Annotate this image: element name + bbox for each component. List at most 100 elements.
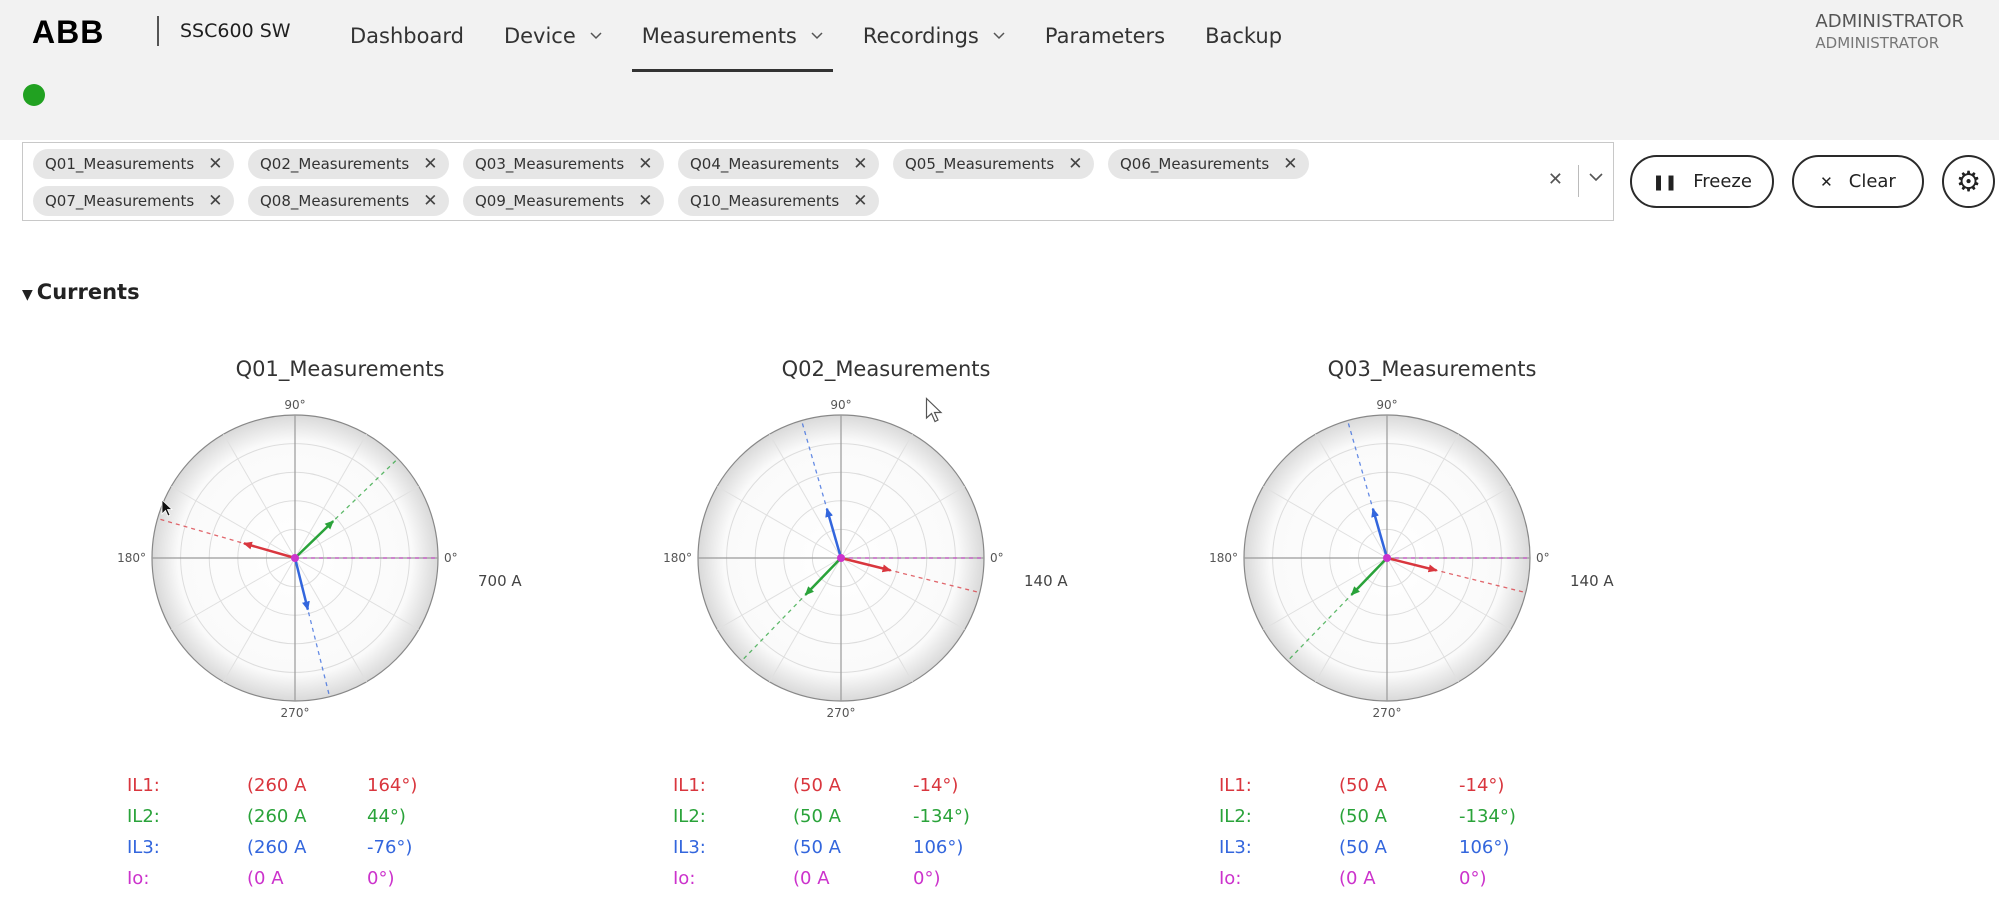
legend-magnitude: (260 A — [247, 837, 307, 858]
logo-divider — [157, 16, 159, 46]
chip-label: Q04_Measurements — [690, 155, 840, 173]
scale-label: 140 A — [1570, 572, 1614, 590]
phasor-diagram: 90° 0° 270° 180° 140 A — [1209, 398, 1614, 720]
legend-angle: -134°) — [1459, 806, 1516, 827]
polar-grid-spoke — [170, 557, 296, 630]
polar-grid-spoke — [294, 557, 420, 630]
legend-magnitude: (50 A — [1339, 775, 1387, 796]
selected-chip: Q06_Measurements ✕ — [1108, 149, 1310, 179]
remove-chip-icon[interactable]: ✕ — [1068, 154, 1083, 174]
clear-label: Clear — [1848, 171, 1896, 192]
chip-label: Q06_Measurements — [1120, 155, 1270, 173]
remove-chip-icon[interactable]: ✕ — [638, 191, 653, 211]
nav-item-device[interactable]: Device — [484, 0, 622, 72]
scale-label: 700 A — [478, 572, 522, 590]
phasor-vector-io — [291, 554, 299, 562]
phasor-vector-il1 — [1386, 556, 1438, 573]
selected-chip: Q04_Measurements ✕ — [678, 149, 880, 179]
scale-label: 140 A — [1024, 572, 1068, 590]
remove-chip-icon[interactable]: ✕ — [423, 154, 438, 174]
remove-chip-icon[interactable]: ✕ — [853, 154, 868, 174]
legend-angle: 106°) — [1459, 837, 1510, 858]
legend-magnitude: (260 A — [247, 775, 307, 796]
nav-item-measurements[interactable]: Measurements — [622, 0, 843, 72]
nav-item-parameters[interactable]: Parameters — [1025, 0, 1185, 72]
remove-chip-icon[interactable]: ✕ — [853, 191, 868, 211]
polar-grid-spoke — [1386, 557, 1512, 630]
nav-item-dashboard[interactable]: Dashboard — [330, 0, 484, 72]
angle-label: 270° — [1373, 706, 1402, 720]
phasor-vector-il3 — [293, 557, 310, 611]
polar-grid-spoke — [1315, 433, 1388, 559]
remove-chip-icon[interactable]: ✕ — [208, 154, 223, 174]
chip-label: Q09_Measurements — [475, 192, 625, 210]
clear-button[interactable]: ✕ Clear — [1792, 155, 1924, 208]
angle-label: 270° — [281, 706, 310, 720]
legend-angle: -76°) — [367, 837, 413, 858]
chip-label: Q02_Measurements — [260, 155, 410, 173]
polar-grid-spoke — [170, 486, 296, 559]
polar-grid-spoke — [1386, 557, 1459, 683]
legend-angle: 106°) — [913, 837, 964, 858]
nav-label: Measurements — [641, 24, 797, 48]
angle-label: 180° — [117, 551, 146, 565]
legend-angle: 164°) — [367, 775, 418, 796]
remove-chip-icon[interactable]: ✕ — [208, 191, 223, 211]
phasor-vector-io — [837, 554, 845, 562]
polar-grid-spoke — [716, 557, 842, 630]
currents-section-header[interactable]: ▼ Currents — [22, 280, 140, 304]
phasor-vector-il1 — [840, 556, 892, 573]
nav-item-recordings[interactable]: Recordings — [843, 0, 1025, 72]
angle-label: 180° — [663, 551, 692, 565]
remove-chip-icon[interactable]: ✕ — [638, 154, 653, 174]
freeze-button[interactable]: ❚❚ Freeze — [1630, 155, 1774, 208]
abb-logo[interactable]: ABB — [32, 14, 105, 50]
measurement-multiselect[interactable]: Q01_Measurements ✕ Q02_Measurements ✕ Q03_Me… — [22, 142, 1614, 221]
angle-label: 0° — [444, 551, 458, 565]
app-title: SSC600 SW — [180, 20, 291, 42]
polar-grid-spoke — [769, 433, 842, 559]
legend-magnitude: (260 A — [247, 806, 307, 827]
chevron-down-icon — [811, 29, 823, 44]
settings-button[interactable]: ⚙ — [1942, 155, 1995, 208]
panel-title: Q01_Measurements — [235, 357, 445, 381]
remove-chip-icon[interactable]: ✕ — [423, 191, 438, 211]
legend-magnitude: (50 A — [793, 775, 841, 796]
phasor-vector-il2 — [1350, 557, 1388, 596]
chip-label: Q07_Measurements — [45, 192, 195, 210]
nav-label: Device — [503, 24, 576, 48]
legend-angle: 0°) — [913, 868, 941, 889]
phasor-diagram: 90° 0° 270° 180° 140 A — [663, 398, 1068, 720]
legend-magnitude: (50 A — [1339, 837, 1387, 858]
phasor-vector-io — [1383, 554, 1391, 562]
chevron-down-icon[interactable] — [1589, 171, 1603, 186]
remove-chip-icon[interactable]: ✕ — [1283, 154, 1298, 174]
legend-name: IL3: — [127, 837, 160, 858]
nav-item-backup[interactable]: Backup — [1185, 0, 1302, 72]
legend-name: IL1: — [1219, 775, 1252, 796]
polar-grid-spoke — [840, 557, 966, 630]
user-role: ADMINISTRATOR — [1815, 34, 1940, 52]
legend-name: IL1: — [673, 775, 706, 796]
user-menu[interactable]: ADMINISTRATOR ADMINISTRATOR — [1815, 11, 1964, 52]
polar-grid-spoke — [294, 486, 420, 559]
chip-label: Q08_Measurements — [260, 192, 410, 210]
legend-name: IL1: — [127, 775, 160, 796]
legend-magnitude: (50 A — [1339, 806, 1387, 827]
polar-grid-spoke — [840, 557, 913, 683]
polar-grid-spoke — [840, 486, 966, 559]
phasor-vector-il3 — [1371, 507, 1389, 559]
connection-status-indicator — [23, 84, 45, 106]
legend-name: Io: — [1219, 868, 1242, 889]
legend-name: IL2: — [127, 806, 160, 827]
selected-chip: Q05_Measurements ✕ — [893, 149, 1095, 179]
close-icon: ✕ — [1820, 172, 1833, 191]
legend-magnitude: (50 A — [793, 806, 841, 827]
legend-magnitude: (0 A — [247, 868, 284, 889]
legend-magnitude: (0 A — [793, 868, 830, 889]
clear-selection-icon[interactable]: ✕ — [1547, 169, 1563, 190]
chip-label: Q03_Measurements — [475, 155, 625, 173]
phasor-panel: Q01_Measurements 90° 0° 270° 180° 700 A IL1: (2… — [110, 355, 570, 912]
polar-grid-spoke — [223, 433, 296, 559]
panel-title: Q03_Measurements — [1327, 357, 1537, 381]
